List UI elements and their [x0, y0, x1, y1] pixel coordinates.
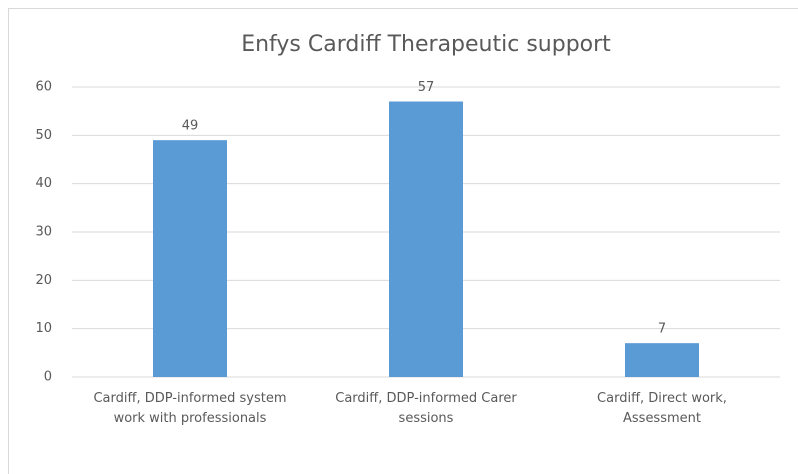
x-tick-label: Cardiff, DDP-informed Carer sessions	[335, 391, 517, 426]
data-label: 57	[418, 80, 435, 95]
x-tick-label: Cardiff, DDP-informed system work with p…	[93, 391, 287, 426]
y-tick-label: 0	[44, 370, 52, 385]
data-label: 7	[658, 322, 666, 337]
bar	[153, 140, 227, 377]
y-tick-label: 30	[35, 225, 52, 240]
data-label: 49	[182, 119, 199, 134]
y-tick-label: 40	[35, 176, 52, 191]
y-tick-label: 50	[35, 128, 52, 143]
chart-title: Enfys Cardiff Therapeutic support	[241, 32, 611, 57]
y-tick-label: 20	[35, 273, 52, 288]
bar	[625, 343, 699, 377]
y-tick-label: 10	[35, 321, 52, 336]
y-tick-label: 60	[35, 80, 52, 95]
x-tick-label: Cardiff, Direct work, Assessment	[597, 391, 727, 426]
bar	[389, 101, 463, 377]
